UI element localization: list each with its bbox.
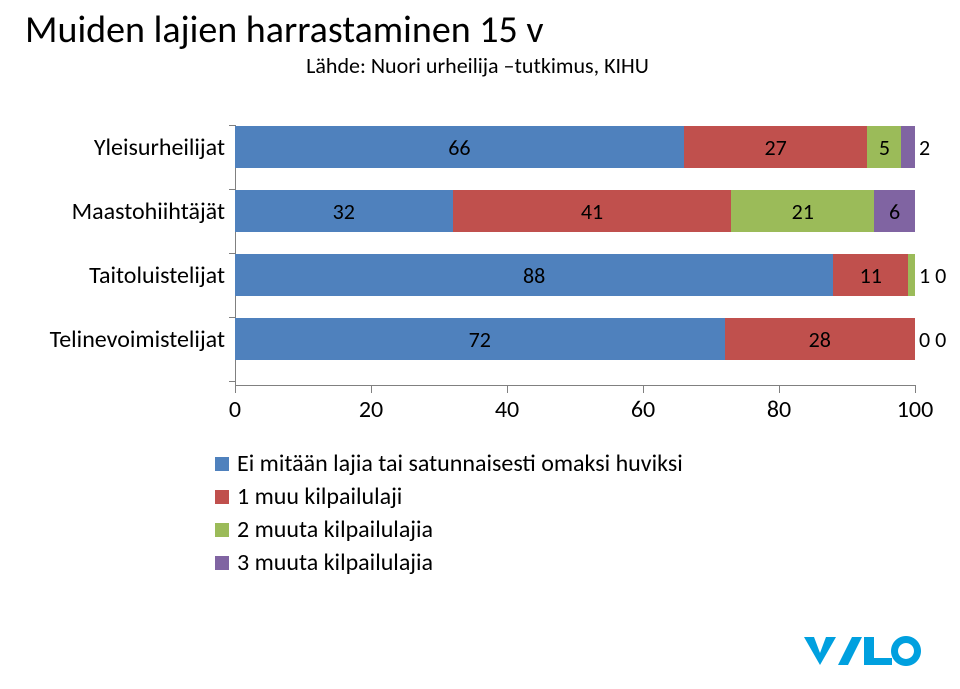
bar-track: 66 27 5 (235, 126, 915, 168)
legend-label: 1 muu kilpailulaji (237, 482, 402, 511)
bar-segment: 6 (874, 190, 915, 232)
plot-cell: 88111 0 (235, 243, 915, 307)
bar-track: 32 41 21 6 (235, 190, 915, 232)
bar-value-label: 6 (889, 198, 900, 225)
legend-swatch (215, 457, 229, 471)
legend-item: 3 muuta kilpailulajia (215, 548, 683, 577)
x-axis-ticks: 020406080100 (235, 385, 915, 429)
bar-value-label: 5 (879, 134, 890, 161)
slide-subtitle: Lähde: Nuori urheilija –tutkimus, KIHU (25, 54, 930, 78)
legend-label: Ei mitään lajia tai satunnaisesti omaksi… (237, 449, 683, 478)
plot-cell: 32 41 21 6 (235, 179, 915, 243)
bar-value-label: 21 (792, 198, 814, 225)
bar-segment: 28 (725, 318, 915, 360)
bar-segment: 21 (731, 190, 874, 232)
chart-row: Taitoluistelijat88111 0 (30, 243, 935, 307)
bar-value-label: 66 (448, 134, 470, 161)
bar-value-label: 11 (860, 262, 882, 289)
bar-segment: 41 (453, 190, 732, 232)
x-tick (235, 385, 236, 393)
legend-swatch (215, 556, 229, 570)
x-tick-label: 80 (767, 395, 791, 424)
chart-row: Telinevoimistelijat72280 0 (30, 307, 935, 371)
bar-segment (908, 254, 915, 296)
slide-root: Muiden lajien harrastaminen 15 v Lähde: … (0, 0, 960, 689)
x-tick (371, 385, 372, 393)
y-tick (229, 189, 235, 190)
bar-segment: 88 (235, 254, 833, 296)
bar-segment: 5 (867, 126, 901, 168)
x-tick-label: 0 (229, 395, 241, 424)
y-tick (229, 125, 235, 126)
chart-area: Yleisurheilijat 66 27 5 2 Maastohiihtäjät 32 41… (30, 115, 935, 371)
legend-label: 2 muuta kilpailulajia (237, 515, 433, 544)
chart-row: Maastohiihtäjät 32 41 21 6 (30, 179, 935, 243)
bar-value-label: 41 (581, 198, 603, 225)
bar-value-label: 32 (333, 198, 355, 225)
bar-value-label-outside: 0 0 (919, 307, 946, 371)
bar-value-label: 88 (523, 262, 545, 289)
bar-segment: 66 (235, 126, 684, 168)
bar-value-label: 28 (809, 326, 831, 353)
legend-item: Ei mitään lajia tai satunnaisesti omaksi… (215, 449, 683, 478)
chart-row: Yleisurheilijat 66 27 5 2 (30, 115, 935, 179)
bar-value-label: 27 (764, 134, 786, 161)
bar-value-label-outside: 1 0 (919, 243, 946, 307)
legend-label: 3 muuta kilpailulajia (237, 548, 433, 577)
plot-cell: 662752 (235, 115, 915, 179)
bar-segment: 32 (235, 190, 453, 232)
bar-track: 72 28 (235, 318, 915, 360)
valo-logo (802, 631, 922, 671)
x-tick (779, 385, 780, 393)
category-label: Telinevoimistelijat (30, 325, 235, 354)
y-tick (229, 253, 235, 254)
bar-value-label-outside: 2 (919, 115, 930, 179)
legend-item: 1 muu kilpailulaji (215, 482, 683, 511)
x-tick (507, 385, 508, 393)
legend-swatch (215, 490, 229, 504)
plot-cell: 72280 0 (235, 307, 915, 371)
x-tick-label: 20 (359, 395, 383, 424)
category-label: Yleisurheilijat (30, 133, 235, 162)
bar-segment: 72 (235, 318, 725, 360)
slide-title: Muiden lajien harrastaminen 15 v (25, 10, 930, 52)
y-tick (229, 317, 235, 318)
category-label: Maastohiihtäjät (30, 197, 235, 226)
x-tick (643, 385, 644, 393)
category-label: Taitoluistelijat (30, 261, 235, 290)
x-tick-label: 40 (495, 395, 519, 424)
bar-value-label: 72 (469, 326, 491, 353)
legend-item: 2 muuta kilpailulajia (215, 515, 683, 544)
bar-segment: 11 (833, 254, 908, 296)
legend-swatch (215, 523, 229, 537)
x-tick (915, 385, 916, 393)
bar-track: 88 11 (235, 254, 915, 296)
bar-segment: 27 (684, 126, 868, 168)
x-tick-label: 100 (897, 395, 934, 424)
legend: Ei mitään lajia tai satunnaisesti omaksi… (215, 445, 683, 581)
bar-segment (901, 126, 915, 168)
x-tick-label: 60 (631, 395, 655, 424)
y-tick (229, 381, 235, 382)
